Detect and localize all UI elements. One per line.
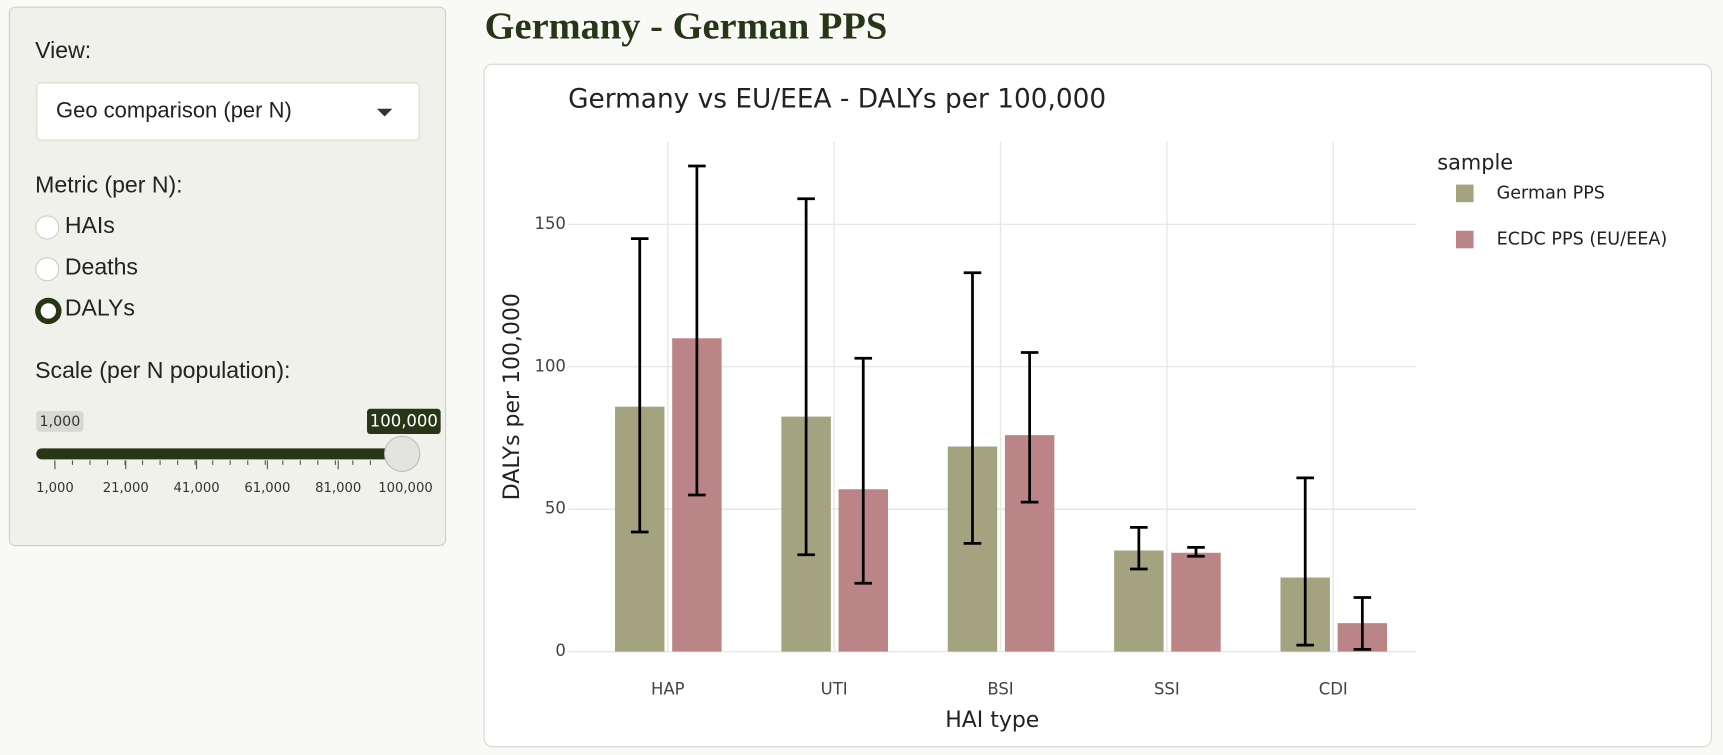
x-tick-label: CDI xyxy=(1319,680,1348,699)
bar xyxy=(1171,552,1221,652)
y-tick-label: 0 xyxy=(555,641,565,660)
slider-thumb[interactable] xyxy=(384,435,421,472)
radio-option[interactable]: DALYs xyxy=(35,295,255,325)
slider-tick-label: 61,000 xyxy=(244,481,290,496)
x-tick-label: SSI xyxy=(1154,680,1180,699)
scale-label: Scale (per N population): xyxy=(35,358,291,384)
x-tick-label: UTI xyxy=(821,680,848,699)
legend-label: ECDC PPS (EU/EEA) xyxy=(1497,230,1668,250)
chart-card: Germany vs EU/EEA - DALYs per 100,000 DA… xyxy=(483,63,1713,748)
slider-tick-label: 41,000 xyxy=(174,481,220,496)
legend-swatch xyxy=(1455,184,1474,203)
x-axis-title: HAI type xyxy=(945,708,1039,733)
chart: Germany vs EU/EEA - DALYs per 100,000 DA… xyxy=(500,84,1668,733)
slider-tick-label: 21,000 xyxy=(103,481,149,496)
slider-value-label: 100,000 xyxy=(370,411,438,430)
legend-swatch xyxy=(1455,230,1474,249)
radio-option[interactable]: HAIs xyxy=(35,213,255,240)
scale-slider[interactable]: 1,000 21,000 41,000 61,000 81,000 100,000 1,00… xyxy=(10,398,445,530)
view-select[interactable]: Geo comparison (per N) xyxy=(36,82,420,141)
x-tick-label: HAP xyxy=(651,680,685,699)
view-value: Geo comparison (per N) xyxy=(56,98,292,124)
slider-min-box xyxy=(36,410,84,432)
radio-label: DALYs xyxy=(64,295,135,321)
slider-tick-label: 81,000 xyxy=(315,481,361,496)
slider-tick-label: 100,000 xyxy=(378,481,432,496)
y-axis-title: DALYs per 100,000 xyxy=(500,293,525,500)
x-tick-label: BSI xyxy=(987,680,1013,699)
metric-label: Metric (per N): xyxy=(35,172,183,198)
legend-label: German PPS xyxy=(1497,183,1605,203)
view-label: View: xyxy=(35,38,92,64)
radio-circle xyxy=(35,256,60,281)
slider-value-box xyxy=(367,408,441,435)
sidebar: View: Geo comparison (per N) Metric (per… xyxy=(8,6,447,547)
chart-title: Germany vs EU/EEA - DALYs per 100,000 xyxy=(568,84,1106,114)
radio-label: HAIs xyxy=(64,213,115,239)
slider-tick-label: 1,000 xyxy=(36,481,74,496)
radio-option[interactable]: Deaths xyxy=(35,254,255,281)
y-tick-label: 50 xyxy=(545,499,566,518)
caret xyxy=(376,108,393,117)
radio-circle xyxy=(35,297,62,325)
page-title: Germany - German PPS xyxy=(484,4,888,48)
radio-label: Deaths xyxy=(64,254,138,280)
radio-circle xyxy=(35,215,60,240)
slider-min-label: 1,000 xyxy=(39,414,80,430)
slider-track xyxy=(36,448,406,460)
y-tick-label: 100 xyxy=(534,356,565,375)
y-tick-label: 150 xyxy=(534,214,565,233)
legend-title: sample xyxy=(1437,151,1513,175)
